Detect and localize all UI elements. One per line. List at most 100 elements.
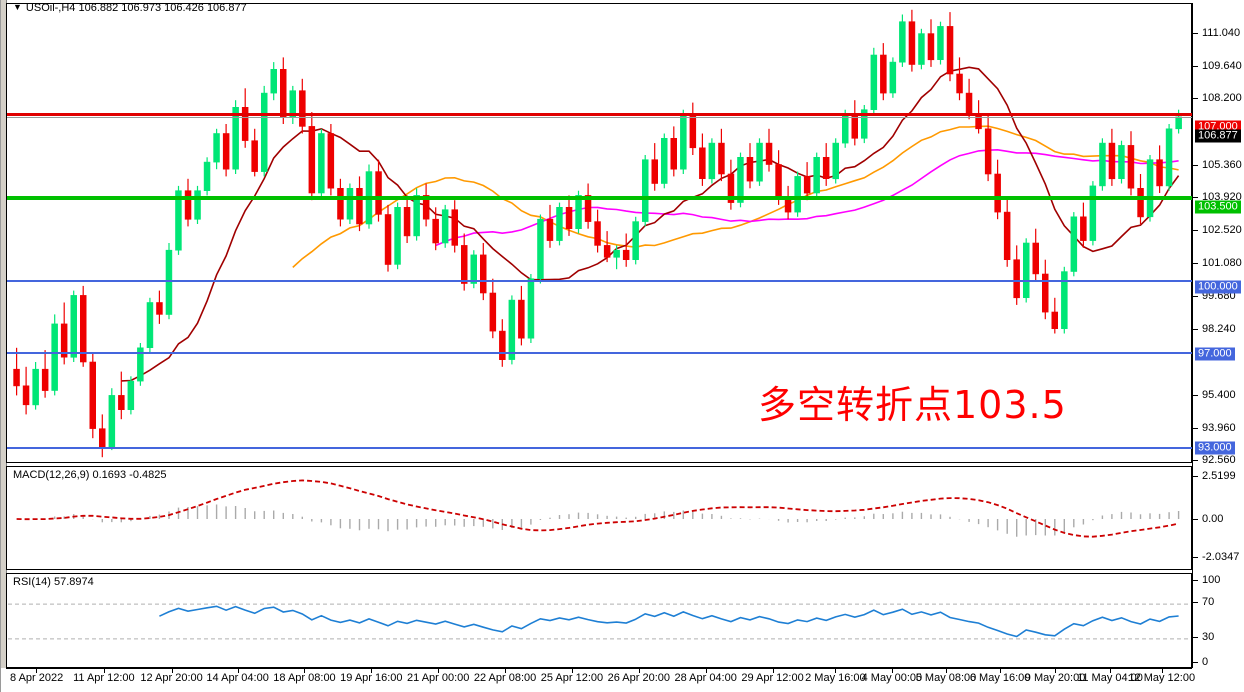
symbol-header-text: USOil-,H4 106.882 106.973 106.426 106.87… — [25, 2, 247, 14]
time-axis-label: 5 May 08:00 — [915, 672, 977, 684]
time-axis: 8 Apr 2022 11 Apr 12:00 12 Apr 20:00 14 Apr… — [6, 668, 1196, 692]
price-axis-label: 101.080 — [1202, 257, 1242, 269]
price-axis-label: 105.360 — [1202, 159, 1242, 171]
time-axis-label: 25 Apr 12:00 — [540, 672, 604, 684]
price-tag-103_500[interactable]: 103.500 — [1195, 200, 1241, 214]
time-tick — [438, 669, 440, 673]
price-tag-100_000[interactable]: 100.000 — [1195, 280, 1241, 294]
price-level-line-93[interactable] — [7, 446, 1192, 449]
ma-line-darkred — [121, 66, 1180, 382]
price-axis-panel — [1192, 3, 1244, 668]
bottom-strip — [1, 686, 1244, 692]
axis-tick — [1192, 602, 1198, 603]
price-tag-97_000[interactable]: 97.000 — [1195, 347, 1235, 361]
axis-tick — [1192, 263, 1198, 264]
price-axis-label: 109.640 — [1202, 60, 1242, 72]
time-tick — [772, 669, 774, 673]
ma-line-orange — [292, 125, 1179, 268]
price-axis-label: 108.200 — [1202, 92, 1242, 104]
axis-tick — [1192, 662, 1198, 663]
symbol-header[interactable]: ▼ USOil-,H4 106.882 106.973 106.426 106.8… — [13, 2, 247, 14]
time-axis-label: 26 Apr 20:00 — [607, 672, 670, 684]
time-axis-label: 9 May 20:00 — [1024, 672, 1086, 684]
axis-tick — [1192, 519, 1198, 520]
price-axis-label: 95.400 — [1202, 389, 1236, 401]
axis-tick — [1192, 66, 1198, 67]
axis-tick — [1192, 428, 1198, 429]
macd-panel — [6, 466, 1192, 570]
time-tick — [1000, 669, 1002, 673]
time-tick — [171, 669, 173, 673]
time-axis-label: 2 May 16:00 — [805, 672, 866, 684]
rsi-panel — [6, 573, 1192, 668]
chart-annotation-text: 多空转折点103.5 — [758, 383, 1067, 427]
axis-tick — [1192, 165, 1198, 166]
price-axis-label: 92.560 — [1202, 454, 1236, 466]
macd-signal-line — [16, 479, 1179, 538]
time-tick — [237, 669, 239, 673]
price-axis-label: 98.240 — [1202, 323, 1236, 335]
price-tag-93_000[interactable]: 93.000 — [1195, 441, 1235, 455]
time-tick — [371, 669, 373, 673]
candlestick-series — [13, 9, 1182, 458]
rsi-axis-label: 30 — [1202, 631, 1215, 643]
time-tick — [505, 669, 507, 673]
time-axis-label: 14 Apr 04:00 — [206, 672, 269, 684]
rsi-indicator-label: RSI(14) 57.8974 — [13, 576, 94, 588]
time-tick — [1055, 669, 1057, 673]
time-tick — [946, 669, 948, 673]
axis-tick — [1192, 98, 1198, 99]
macd-indicator-label: MACD(12,26,9) 0.1693 -0.4825 — [13, 469, 167, 481]
price-level-line-103_5[interactable] — [7, 195, 1192, 200]
price-axis-label: 103.920 — [1202, 191, 1242, 203]
axis-tick — [1192, 296, 1198, 297]
time-axis-label: 4 May 00:00 — [861, 672, 923, 684]
time-axis-label: 6 May 16:00 — [969, 672, 1031, 684]
axis-tick — [1192, 230, 1198, 231]
time-tick — [705, 669, 707, 673]
axis-tick — [1192, 33, 1198, 34]
time-tick — [36, 669, 38, 673]
time-tick — [891, 669, 893, 673]
time-axis-label: 12 May 12:00 — [1128, 672, 1196, 684]
axis-tick — [1192, 476, 1198, 477]
macd-axis-label: 0.00 — [1202, 513, 1224, 525]
time-axis-label: 29 Apr 12:00 — [741, 672, 804, 684]
time-axis-label: 21 Apr 00:00 — [407, 672, 470, 684]
time-axis-label: 12 Apr 20:00 — [140, 672, 203, 684]
price-panel — [6, 3, 1192, 463]
rsi-axis-label: 0 — [1202, 656, 1209, 668]
time-tick — [103, 669, 105, 673]
time-axis-label: 18 Apr 08:00 — [273, 672, 336, 684]
price-level-line-107[interactable] — [7, 112, 1192, 116]
macd-axis-label: 2.5199 — [1202, 470, 1236, 482]
axis-tick — [1192, 329, 1198, 330]
time-axis-label: 22 Apr 08:00 — [473, 672, 537, 684]
time-tick — [1161, 669, 1163, 673]
rsi-axis-label: 100 — [1202, 574, 1221, 586]
time-axis-label: 11 Apr 12:00 — [73, 672, 135, 684]
time-tick — [571, 669, 573, 673]
time-axis-label: 28 Apr 04:00 — [674, 672, 737, 684]
price-tag-106_877[interactable]: 106.877 — [1195, 129, 1241, 143]
axis-tick — [1192, 395, 1198, 396]
time-axis-label: 19 Apr 16:00 — [340, 672, 403, 684]
time-tick — [638, 669, 640, 673]
axis-tick — [1192, 637, 1198, 638]
time-tick — [835, 669, 837, 673]
axis-tick — [1192, 197, 1198, 198]
time-tick — [304, 669, 306, 673]
price-level-line-100[interactable] — [7, 280, 1192, 283]
rsi-axis-label: 70 — [1202, 596, 1215, 608]
time-axis-label: 11 May 04:00 — [1077, 672, 1143, 684]
triangle-down-icon[interactable]: ▼ — [13, 2, 22, 12]
current-price-line — [7, 117, 1192, 119]
price-axis-label: 102.520 — [1202, 224, 1242, 236]
time-axis-label: 8 Apr 2022 — [10, 672, 64, 684]
axis-tick — [1192, 460, 1198, 461]
axis-tick — [1192, 557, 1198, 558]
price-level-line-97[interactable] — [7, 351, 1192, 354]
